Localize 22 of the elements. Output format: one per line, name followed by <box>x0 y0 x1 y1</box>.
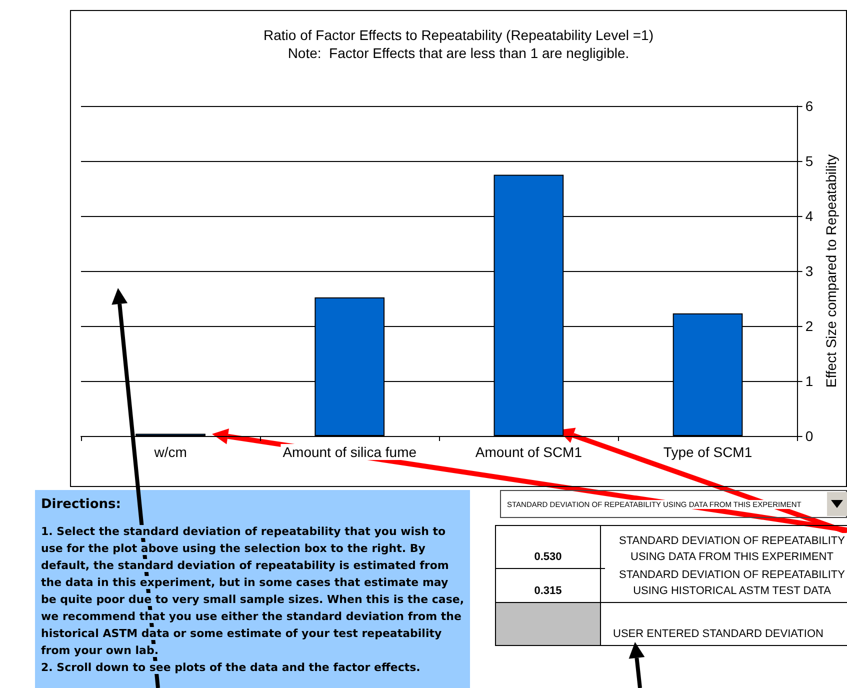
chart-title: Ratio of Factor Effects to Repeatability (Repeatability Level =1) <box>264 27 654 43</box>
text: STANDARD DEVIATION OF REPEATABILITY USING DATA FROM THIS EXPERIMENT <box>605 533 847 565</box>
text: 1. Select the standard deviation of repeatability that you wish to use for the plot above using the selection box to the right. By default, the standard deviation of repeatability is estimated from the data in this experiment, but in some cases that estimate may be quite poor due to very small sample sizes. When this is the case, we recommend that you use either the standard deviation from the historical ASTM data or some estimate of your test repeatability from your own lab. <box>41 525 464 657</box>
y-tick-label: 5 <box>805 153 814 169</box>
text: USER ENTERED STANDARD DEVIATION <box>613 627 824 642</box>
x-tick-label: w/cm <box>153 444 187 460</box>
y-tick-label: 2 <box>805 318 814 334</box>
y-tick-label: 3 <box>805 263 814 279</box>
chart-subtitle: Note: Factor Effects that are less than 1 are negligible. <box>288 45 630 61</box>
y-axis-title: Effect Size compared to Repeatability <box>823 154 839 388</box>
text: 2. Scroll down to see plots of the data and the factor effects. <box>41 661 420 674</box>
x-tick-label: Amount of silica fume <box>282 444 417 460</box>
x-tick-label: Type of SCM1 <box>663 444 752 460</box>
text: 0.530 <box>495 525 601 569</box>
y-tick-label: 4 <box>805 208 814 224</box>
y-tick-label: 1 <box>805 373 814 389</box>
text: STANDARD DEVIATION OF REPEATABILITY USING HISTORICAL ASTM TEST DATA <box>605 567 847 599</box>
text: 0.315 <box>495 568 601 603</box>
y-tick-label: 6 <box>805 98 814 114</box>
text: Directions: <box>41 497 121 512</box>
y-tick-label: 0 <box>805 428 814 444</box>
x-tick-label: Amount of SCM1 <box>475 444 582 460</box>
